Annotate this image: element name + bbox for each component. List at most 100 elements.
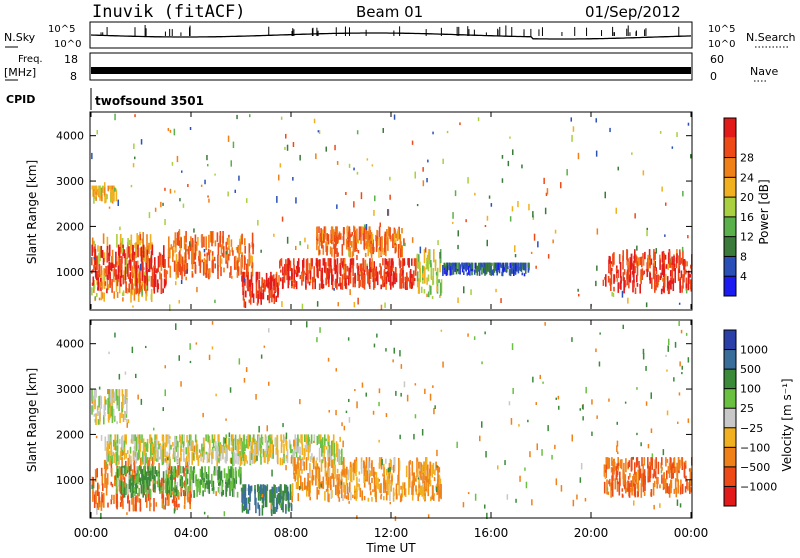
power-point [467,177,469,184]
power-cell [430,285,432,295]
velocity-cell [623,483,625,487]
power-cell [351,258,353,265]
velocity-cell [631,480,634,492]
power-cell [442,265,444,276]
power-cell [208,234,210,248]
velocity-cell [97,419,100,425]
velocity-cell [110,468,113,477]
power-scale-tick-label: 28 [740,152,754,165]
velocity-cell [257,442,259,456]
power-cell [336,264,339,272]
power-cell [312,276,314,290]
velocity-cell [345,473,348,485]
velocity-cell [155,439,158,451]
velocity-cell [123,452,126,460]
velocity-cell [98,412,101,425]
power-cell [654,281,656,293]
power-cell [376,271,379,286]
velocity-cell [335,441,338,457]
velocity-cell [230,466,232,478]
velocity-cell [190,475,192,486]
velocity-cell [144,480,146,493]
velocity-point [668,338,670,346]
velocity-cell [126,483,129,496]
power-cell [386,231,388,245]
velocity-cell [671,463,674,479]
velocity-cell [652,473,655,479]
power-point [667,263,669,270]
velocity-cell [293,462,295,475]
velocity-cell [285,455,288,459]
velocity-scale-swatch [724,447,736,467]
noise-tick-top-left: 10^5 [48,24,75,35]
power-point [365,224,368,231]
velocity-cell [142,438,145,454]
velocity-point [282,423,284,428]
power-point [634,213,636,219]
velocity-point [100,512,102,519]
velocity-cell [172,453,175,460]
velocity-cell [158,444,160,450]
power-cell [112,264,115,268]
velocity-point [539,374,541,379]
velocity-cell [174,501,176,512]
velocity-point [524,467,526,471]
velocity-scale-swatch [724,349,736,370]
velocity-cell [612,471,615,482]
power-cell [387,226,390,237]
power-cell [128,239,131,246]
velocity-point [547,425,549,432]
velocity-point [164,365,166,369]
power-cell [326,236,329,252]
velocity-cell [245,455,247,462]
velocity-cell [161,477,163,481]
velocity-cell [220,444,222,453]
power-cell [659,258,661,270]
power-cell [370,240,372,245]
power-point [380,304,383,311]
power-cell [212,231,215,244]
velocity-cell [655,457,657,469]
power-cell [352,258,355,266]
power-cell [452,262,455,275]
power-point [514,254,517,258]
power-cell [353,226,356,237]
power-cell [137,244,139,258]
nsky-label: N.Sky [4,31,36,44]
velocity-cell [91,476,94,490]
power-point [232,141,235,149]
velocity-cell [188,461,190,466]
velocity-point [421,429,424,436]
velocity-cell [291,449,293,454]
velocity-cell [438,476,441,486]
velocity-cell [339,436,341,442]
power-cell [371,234,374,244]
velocity-cell [186,455,188,462]
power-point [615,207,617,214]
velocity-cell [177,447,179,459]
velocity-cell [103,404,106,417]
power-cell [667,281,670,290]
velocity-cell [164,497,167,506]
power-cell [341,244,344,256]
power-cell [461,262,463,269]
velocity-cell [317,469,319,480]
power-cell [283,274,286,283]
velocity-cell [217,486,220,493]
power-cell [264,279,266,292]
power-cell [269,275,272,291]
power-cell [513,267,515,276]
velocity-cell [384,481,386,486]
velocity-cell [358,483,361,491]
power-cell [371,247,374,251]
power-cell [162,288,164,293]
power-cell [229,272,231,278]
power-cell [374,277,376,288]
velocity-point [348,417,351,423]
velocity-point [385,348,387,352]
velocity-cell [421,485,423,495]
velocity-cell [345,495,348,500]
velocity-cell [180,447,182,455]
power-cell [339,233,342,240]
velocity-cell [117,477,119,487]
